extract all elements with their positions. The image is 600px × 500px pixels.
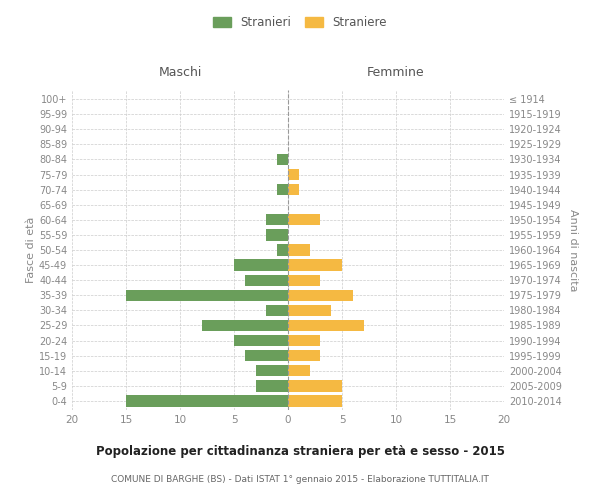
Bar [277,244,288,256]
Text: COMUNE DI BARGHE (BS) - Dati ISTAT 1° gennaio 2015 - Elaborazione TUTTITALIA.IT: COMUNE DI BARGHE (BS) - Dati ISTAT 1° ge… [111,475,489,484]
Bar [234,335,288,346]
Bar [288,304,331,316]
Bar [288,320,364,331]
Bar [256,380,288,392]
Text: Popolazione per cittadinanza straniera per età e sesso - 2015: Popolazione per cittadinanza straniera p… [95,445,505,458]
Bar [126,290,288,301]
Bar [277,184,288,196]
Bar [277,154,288,165]
Bar [288,350,320,362]
Bar [266,214,288,226]
Bar [245,274,288,286]
Bar [266,304,288,316]
Bar [288,274,320,286]
Bar [234,260,288,271]
Bar [288,290,353,301]
Bar [288,396,342,406]
Legend: Stranieri, Straniere: Stranieri, Straniere [213,16,387,29]
Y-axis label: Anni di nascita: Anni di nascita [568,209,578,291]
Y-axis label: Fasce di età: Fasce di età [26,217,36,283]
Bar [288,260,342,271]
Bar [288,244,310,256]
Text: Femmine: Femmine [367,66,425,80]
Bar [288,184,299,196]
Bar [126,396,288,406]
Bar [288,380,342,392]
Bar [288,169,299,180]
Bar [266,229,288,240]
Bar [202,320,288,331]
Bar [256,365,288,376]
Bar [245,350,288,362]
Bar [288,214,320,226]
Bar [288,335,320,346]
Text: Maschi: Maschi [158,66,202,80]
Bar [288,365,310,376]
